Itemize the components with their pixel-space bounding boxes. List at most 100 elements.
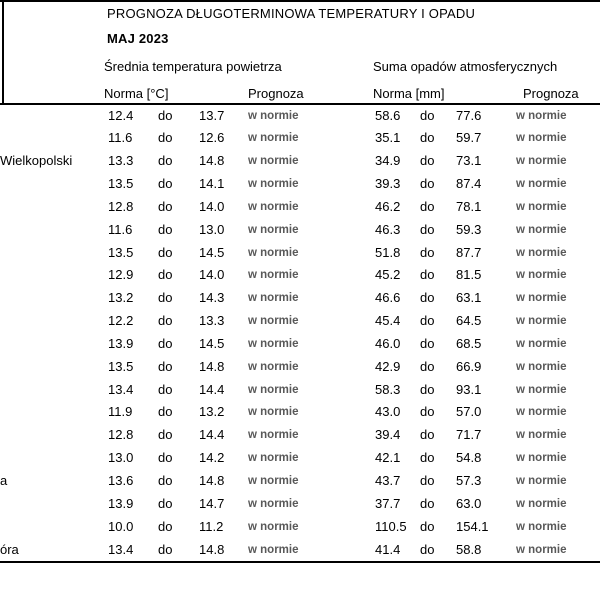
temperature-range-separator: do xyxy=(158,335,173,351)
precipitation-range-separator: do xyxy=(420,267,435,283)
table-row: 11.6 do 12.6 w normie 35.1 do 59.7 w nor… xyxy=(0,127,600,150)
precipitation-norm-min: 39.4 xyxy=(375,427,401,443)
table-row: 12.4 do 13.7 w normie 58.6 do 77.6 w nor… xyxy=(0,105,600,128)
precipitation-range-separator: do xyxy=(420,244,435,260)
temperature-norm-min: 13.3 xyxy=(108,153,134,169)
table-body: 12.4 do 13.7 w normie 58.6 do 77.6 w nor… xyxy=(0,105,600,562)
precipitation-range-separator: do xyxy=(420,473,435,488)
temperature-norm-min: 13.5 xyxy=(108,176,134,192)
temperature-forecast-value: w normie xyxy=(248,132,299,145)
temperature-range-separator: do xyxy=(158,198,173,214)
temperature-norm-min: 13.4 xyxy=(108,541,134,557)
page-subtitle-month: MAJ 2023 xyxy=(107,31,169,46)
temperature-forecast-value: w normie xyxy=(248,520,299,533)
temperature-range-separator: do xyxy=(158,427,173,443)
temperature-norm-max: 14.4 xyxy=(199,427,225,443)
temperature-range-separator: do xyxy=(158,541,173,557)
temperature-forecast-value: w normie xyxy=(248,497,299,510)
precipitation-forecast-value: w normie xyxy=(516,223,567,236)
temperature-norm-min: 13.9 xyxy=(108,495,134,511)
temperature-forecast-value: w normie xyxy=(248,452,299,465)
precipitation-norm-min: 34.9 xyxy=(375,153,401,169)
table-row: 11.9 do 13.2 w normie 43.0 do 57.0 w nor… xyxy=(0,401,600,424)
table-row: óra 13.4 do 14.8 w normie 41.4 do 58.8 w… xyxy=(0,539,600,562)
temperature-norm-max: 11.2 xyxy=(199,518,224,534)
table-row: 13.0 do 14.2 w normie 42.1 do 54.8 w nor… xyxy=(0,447,600,470)
precipitation-range-separator: do xyxy=(420,153,435,169)
precipitation-norm-min: 51.8 xyxy=(375,244,401,260)
precipitation-norm-min: 58.3 xyxy=(375,381,401,397)
temperature-forecast-value: w normie xyxy=(248,200,299,213)
precipitation-forecast-value: w normie xyxy=(516,543,567,556)
precipitation-forecast-value: w normie xyxy=(516,109,567,122)
precipitation-norm-max: 58.8 xyxy=(456,541,482,557)
temperature-norm-min: 12.8 xyxy=(108,198,134,214)
precipitation-norm-min: 58.6 xyxy=(375,107,401,123)
precipitation-range-separator: do xyxy=(420,381,435,397)
temperature-range-separator: do xyxy=(158,450,173,466)
temperature-norm-min: 11.6 xyxy=(108,221,133,237)
precipitation-forecast-value: w normie xyxy=(516,360,567,373)
precipitation-forecast-value: w normie xyxy=(516,337,567,350)
temperature-norm-max: 14.7 xyxy=(199,495,225,511)
precipitation-range-separator: do xyxy=(420,313,435,329)
precipitation-range-separator: do xyxy=(420,176,435,192)
precipitation-range-separator: do xyxy=(420,198,435,214)
precipitation-norm-max: 77.6 xyxy=(456,107,482,123)
temperature-forecast-value: w normie xyxy=(248,360,299,373)
temperature-range-separator: do xyxy=(158,358,173,374)
precipitation-norm-max: 57.3 xyxy=(456,473,482,488)
temperature-norm-min: 13.5 xyxy=(108,244,134,260)
table-row: 10.0 do 11.2 w normie 110.5 do 154.1 w n… xyxy=(0,516,600,539)
table-row: 13.2 do 14.3 w normie 46.6 do 63.1 w nor… xyxy=(0,287,600,310)
precipitation-forecast-value: w normie xyxy=(516,383,567,396)
precipitation-range-separator: do xyxy=(420,495,435,511)
precipitation-forecast-value: w normie xyxy=(516,178,567,191)
precipitation-norm-min: 42.9 xyxy=(375,358,401,374)
temperature-norm-min: 11.9 xyxy=(108,404,133,420)
precipitation-forecast-value: w normie xyxy=(516,406,567,419)
temperature-norm-min: 13.4 xyxy=(108,381,134,397)
table-row: 12.9 do 14.0 w normie 45.2 do 81.5 w nor… xyxy=(0,264,600,287)
page-title: PROGNOZA DŁUGOTERMINOWA TEMPERATURY I OP… xyxy=(107,6,476,21)
temperature-norm-min: 13.0 xyxy=(108,450,134,466)
temperature-norm-max: 14.3 xyxy=(199,290,225,306)
precipitation-norm-min: 41.4 xyxy=(375,541,401,557)
precipitation-forecast-value: w normie xyxy=(516,246,567,259)
precipitation-norm-max: 154.1 xyxy=(456,518,489,534)
precipitation-forecast-value: w normie xyxy=(516,497,567,510)
temperature-range-separator: do xyxy=(158,176,173,192)
temperature-range-separator: do xyxy=(158,221,173,237)
left-border-line xyxy=(2,0,4,104)
city-name-fragment: Wielkopolski xyxy=(0,153,73,169)
precipitation-norm-max: 93.1 xyxy=(456,381,482,397)
temperature-norm-max: 14.4 xyxy=(199,381,225,397)
header-separator-line xyxy=(0,103,600,105)
temperature-forecast-value: w normie xyxy=(248,543,299,556)
city-name-fragment: óra xyxy=(0,541,19,557)
temperature-range-separator: do xyxy=(158,290,173,306)
precipitation-norm-min: 46.3 xyxy=(375,221,401,237)
temperature-norm-min: 13.5 xyxy=(108,358,134,374)
precipitation-norm-min: 45.4 xyxy=(375,313,401,329)
precipitation-range-separator: do xyxy=(420,427,435,443)
precipitation-forecast-header: Prognoza xyxy=(523,86,579,101)
temperature-norm-max: 14.8 xyxy=(199,473,225,488)
temperature-norm-min: 13.9 xyxy=(108,335,134,351)
temperature-forecast-value: w normie xyxy=(248,155,299,168)
temperature-norm-max: 14.8 xyxy=(199,541,225,557)
temperature-norm-max: 14.5 xyxy=(199,335,225,351)
table-row: 13.5 do 14.5 w normie 51.8 do 87.7 w nor… xyxy=(0,242,600,265)
top-border-line xyxy=(0,0,600,2)
precipitation-norm-min: 46.6 xyxy=(375,290,401,306)
temperature-norm-max: 14.0 xyxy=(199,267,225,283)
temperature-norm-min: 12.8 xyxy=(108,427,134,443)
temperature-norm-min: 12.9 xyxy=(108,267,134,283)
temperature-range-separator: do xyxy=(158,495,173,511)
precipitation-range-separator: do xyxy=(420,107,435,123)
temperature-forecast-value: w normie xyxy=(248,246,299,259)
temperature-forecast-value: w normie xyxy=(248,109,299,122)
temperature-norm-min: 13.6 xyxy=(108,473,134,488)
temperature-norm-max: 13.2 xyxy=(199,404,225,420)
table-row: 13.5 do 14.1 w normie 39.3 do 87.4 w nor… xyxy=(0,173,600,196)
